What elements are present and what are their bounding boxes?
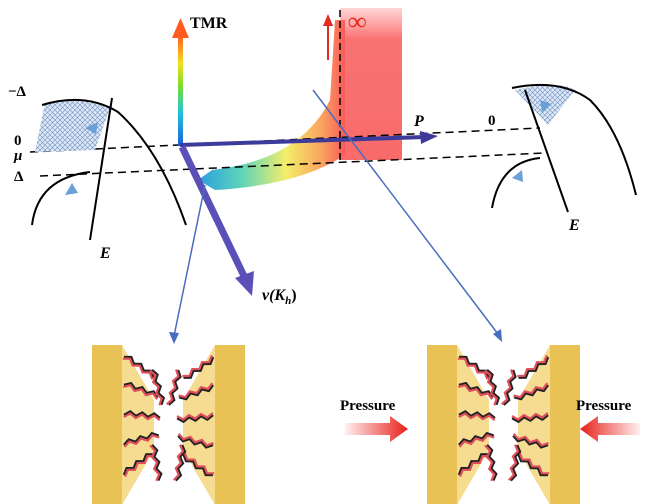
band-curve (32, 172, 90, 225)
molecular-junction (92, 345, 245, 504)
arrowhead (235, 271, 254, 296)
arrowhead (493, 329, 502, 342)
filled-states (35, 99, 110, 152)
v-label: v(Kh) (262, 287, 297, 307)
tmr-label: TMR (190, 15, 228, 32)
molecular-junction (427, 345, 580, 504)
v-axis (182, 147, 244, 276)
pressure-arrow (345, 416, 408, 442)
tmr-axis (178, 36, 183, 146)
level-label: 0 (14, 133, 22, 149)
spin-arrow (65, 183, 78, 195)
arrowhead (172, 18, 189, 38)
pressure-arrow (580, 416, 640, 442)
v-label-close: ) (291, 287, 296, 304)
pressure-label: Pressure (340, 398, 396, 414)
band-curve (492, 158, 540, 208)
diagram: TMR ∞ P v(Kh) −Δ 0 μ Δ E 0 E Pressure Pr… (0, 0, 647, 504)
infinity-label: ∞ (348, 7, 367, 36)
tmr-surface (198, 20, 345, 190)
level-label: μ (13, 148, 22, 164)
spin-arrow (512, 170, 523, 182)
energy-label: E (568, 217, 580, 234)
level-label: Δ (14, 169, 24, 185)
v-label-main: v(K (262, 287, 286, 304)
arrowhead (323, 14, 333, 26)
p-label: P (413, 113, 424, 130)
pressure-label: Pressure (576, 398, 632, 414)
arrowhead (169, 332, 179, 344)
energy-label: E (99, 245, 111, 262)
level-label: 0 (488, 113, 496, 129)
level-label: −Δ (8, 84, 27, 100)
connector (313, 90, 498, 334)
